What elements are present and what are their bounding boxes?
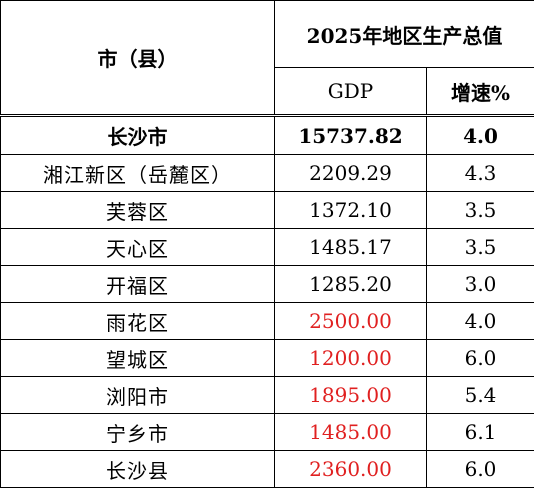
gdp-value-cell: 1200.00 [275, 340, 427, 377]
growth-value-cell: 6.0 [427, 340, 534, 377]
gdp-value-cell: 2360.00 [275, 451, 427, 488]
region-name-cell: 天心区 [1, 229, 275, 266]
growth-column-header: 增速% [427, 68, 534, 116]
growth-value-cell: 3.5 [427, 192, 534, 229]
growth-value-cell: 4.3 [427, 155, 534, 192]
growth-value-cell: 3.0 [427, 266, 534, 303]
region-name-cell: 开福区 [1, 266, 275, 303]
growth-value-cell: 4.0 [427, 303, 534, 340]
growth-value-cell: 5.4 [427, 377, 534, 414]
gdp-value-cell: 1895.00 [275, 377, 427, 414]
growth-value-cell: 3.5 [427, 229, 534, 266]
growth-value-cell: 6.1 [427, 414, 534, 451]
region-name-cell: 湘江新区（岳麓区） [1, 155, 275, 192]
region-name-cell: 芙蓉区 [1, 192, 275, 229]
gdp-column-header: GDP [275, 68, 427, 116]
growth-value-cell: 6.0 [427, 451, 534, 488]
gdp-value-cell: 1372.10 [275, 192, 427, 229]
gdp-value-cell: 1485.00 [275, 414, 427, 451]
gdp-value-cell: 2500.00 [275, 303, 427, 340]
gdp-value-cell: 15737.82 [275, 116, 427, 155]
region-column-header: 市（县） [1, 1, 275, 116]
region-name-cell: 望城区 [1, 340, 275, 377]
region-name-cell: 宁乡市 [1, 414, 275, 451]
growth-value-cell: 4.0 [427, 116, 534, 155]
gdp-value-cell: 1485.17 [275, 229, 427, 266]
region-name-cell: 长沙市 [1, 116, 275, 155]
header-row-top: 市（县） 2025年地区生产总值 [1, 1, 534, 68]
gdp-value-cell: 2209.29 [275, 155, 427, 192]
region-name-cell: 浏阳市 [1, 377, 275, 414]
gdp-group-header: 2025年地区生产总值 [275, 1, 534, 68]
gdp-value-cell: 1285.20 [275, 266, 427, 303]
region-name-cell: 长沙县 [1, 451, 275, 488]
region-name-cell: 雨花区 [1, 303, 275, 340]
